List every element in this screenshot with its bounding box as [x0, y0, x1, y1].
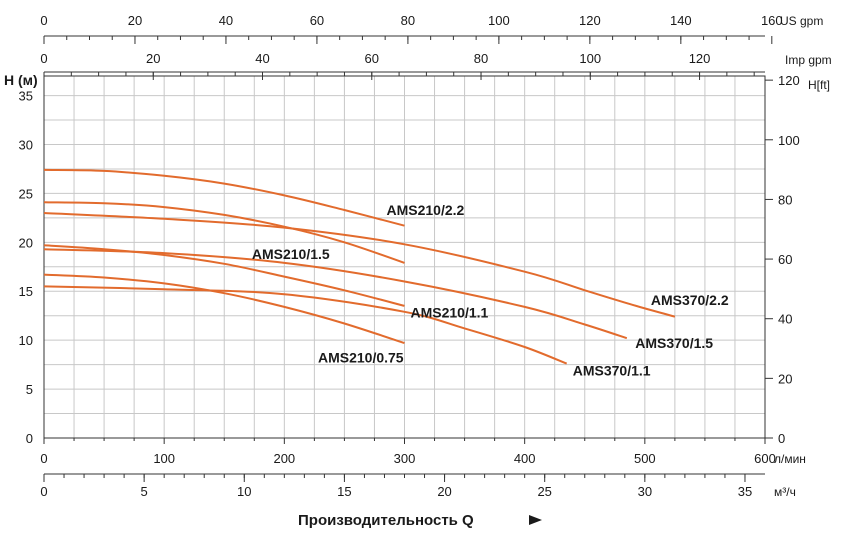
- grid: [44, 76, 765, 438]
- secondary-axis-tick-label: 25: [537, 484, 551, 499]
- secondary-axis-tick-label: 80: [401, 13, 415, 28]
- series-label-ams210-2-2: AMS210/2.2: [386, 202, 464, 218]
- series-label-ams370-2-2: AMS370/2.2: [651, 292, 729, 308]
- right-axis-tick-label: 100: [778, 133, 800, 148]
- y-tick-label: 30: [19, 137, 33, 152]
- right-axis-tick-label: 60: [778, 252, 792, 267]
- series-line-ams210-2-2: [43, 168, 405, 227]
- imp-gpm-unit: Imp gpm: [785, 53, 832, 67]
- secondary-axis-tick-label: 100: [488, 13, 510, 28]
- x-tick-label: 0: [40, 451, 47, 466]
- x-tick-label: 100: [153, 451, 175, 466]
- x-axis-arrow-icon: [529, 515, 542, 525]
- secondary-axis-tick-label: 60: [310, 13, 324, 28]
- secondary-axis-tick-label: 100: [579, 51, 601, 66]
- secondary-axis-tick-label: 60: [365, 51, 379, 66]
- series-line-ams210-1-1: [43, 244, 405, 307]
- series-line-ams210-1-5: [43, 201, 405, 264]
- right-axis-unit: H[ft]: [808, 78, 830, 92]
- x-unit-l-min: л/мин: [774, 452, 806, 466]
- secondary-axis-tick-label: 0: [40, 51, 47, 66]
- y-tick-label: 5: [26, 382, 33, 397]
- series-labels: AMS210/2.2 AMS210/1.5 AMS210/1.1 AMS210/0.7…: [252, 202, 729, 378]
- secondary-axis-tick-label: 5: [141, 484, 148, 499]
- series-label-ams210-1-1: AMS210/1.1: [411, 305, 489, 321]
- secondary-axis-tick-label: 0: [40, 484, 47, 499]
- y-tick-label: 10: [19, 333, 33, 348]
- series-label-ams210-1-5: AMS210/1.5: [252, 246, 330, 262]
- y-tick-label: 20: [19, 235, 33, 250]
- secondary-axis-tick-label: 20: [146, 51, 160, 66]
- secondary-axis-tick-label: 140: [670, 13, 692, 28]
- x-tick-label: 200: [273, 451, 295, 466]
- series-line-ams370-2-2: [43, 212, 676, 318]
- right-axis-tick-label: 20: [778, 371, 792, 386]
- right-axis-tick-label: 80: [778, 192, 792, 207]
- right-axis-tick-label: 40: [778, 312, 792, 327]
- series-label-ams370-1-5: AMS370/1.5: [635, 335, 713, 351]
- secondary-axis-tick-label: 15: [337, 484, 351, 499]
- secondary-axis-tick-label: 20: [437, 484, 451, 499]
- secondary-axis-tick-label: 40: [255, 51, 269, 66]
- series-line-ams370-1-5: [43, 248, 628, 340]
- right-axis-tick-label: 120: [778, 73, 800, 88]
- x-tick-label: 400: [514, 451, 536, 466]
- series: [43, 168, 676, 365]
- series-label-ams370-1-1: AMS370/1.1: [573, 362, 651, 378]
- secondary-axis-tick-label: 0: [40, 13, 47, 28]
- secondary-axis-tick-label: 30: [638, 484, 652, 499]
- secondary-axis-tick-label: 20: [128, 13, 142, 28]
- x-unit-m3h: м³/ч: [774, 485, 796, 499]
- secondary-axis-tick-label: 120: [579, 13, 601, 28]
- y-tick-label: 35: [19, 89, 33, 104]
- x-tick-label: 600: [754, 451, 776, 466]
- x-axis-title: Производительность Q: [298, 512, 474, 529]
- y-tick-label: 15: [19, 284, 33, 299]
- secondary-axis-tick-label: 120: [689, 51, 711, 66]
- y-tick-label: 0: [26, 431, 33, 446]
- series-label-ams210-0-75: AMS210/0.75: [318, 350, 404, 366]
- right-axis-tick-label: 0: [778, 431, 785, 446]
- x-tick-label: 500: [634, 451, 656, 466]
- x-tick-label: 300: [394, 451, 416, 466]
- series-line-ams210-0-75: [43, 273, 405, 345]
- secondary-axis-tick-label: 35: [738, 484, 752, 499]
- y-axis-label: H (м): [4, 72, 38, 88]
- secondary-axis-tick-label: 40: [219, 13, 233, 28]
- us-gpm-unit: US gpm: [780, 14, 823, 28]
- series-line-ams370-1-1: [43, 285, 568, 365]
- secondary-axis-tick-label: 80: [474, 51, 488, 66]
- secondary-axis-tick-label: 10: [237, 484, 251, 499]
- y-tick-label: 25: [19, 186, 33, 201]
- secondary-axis-tick-label: 160: [761, 13, 783, 28]
